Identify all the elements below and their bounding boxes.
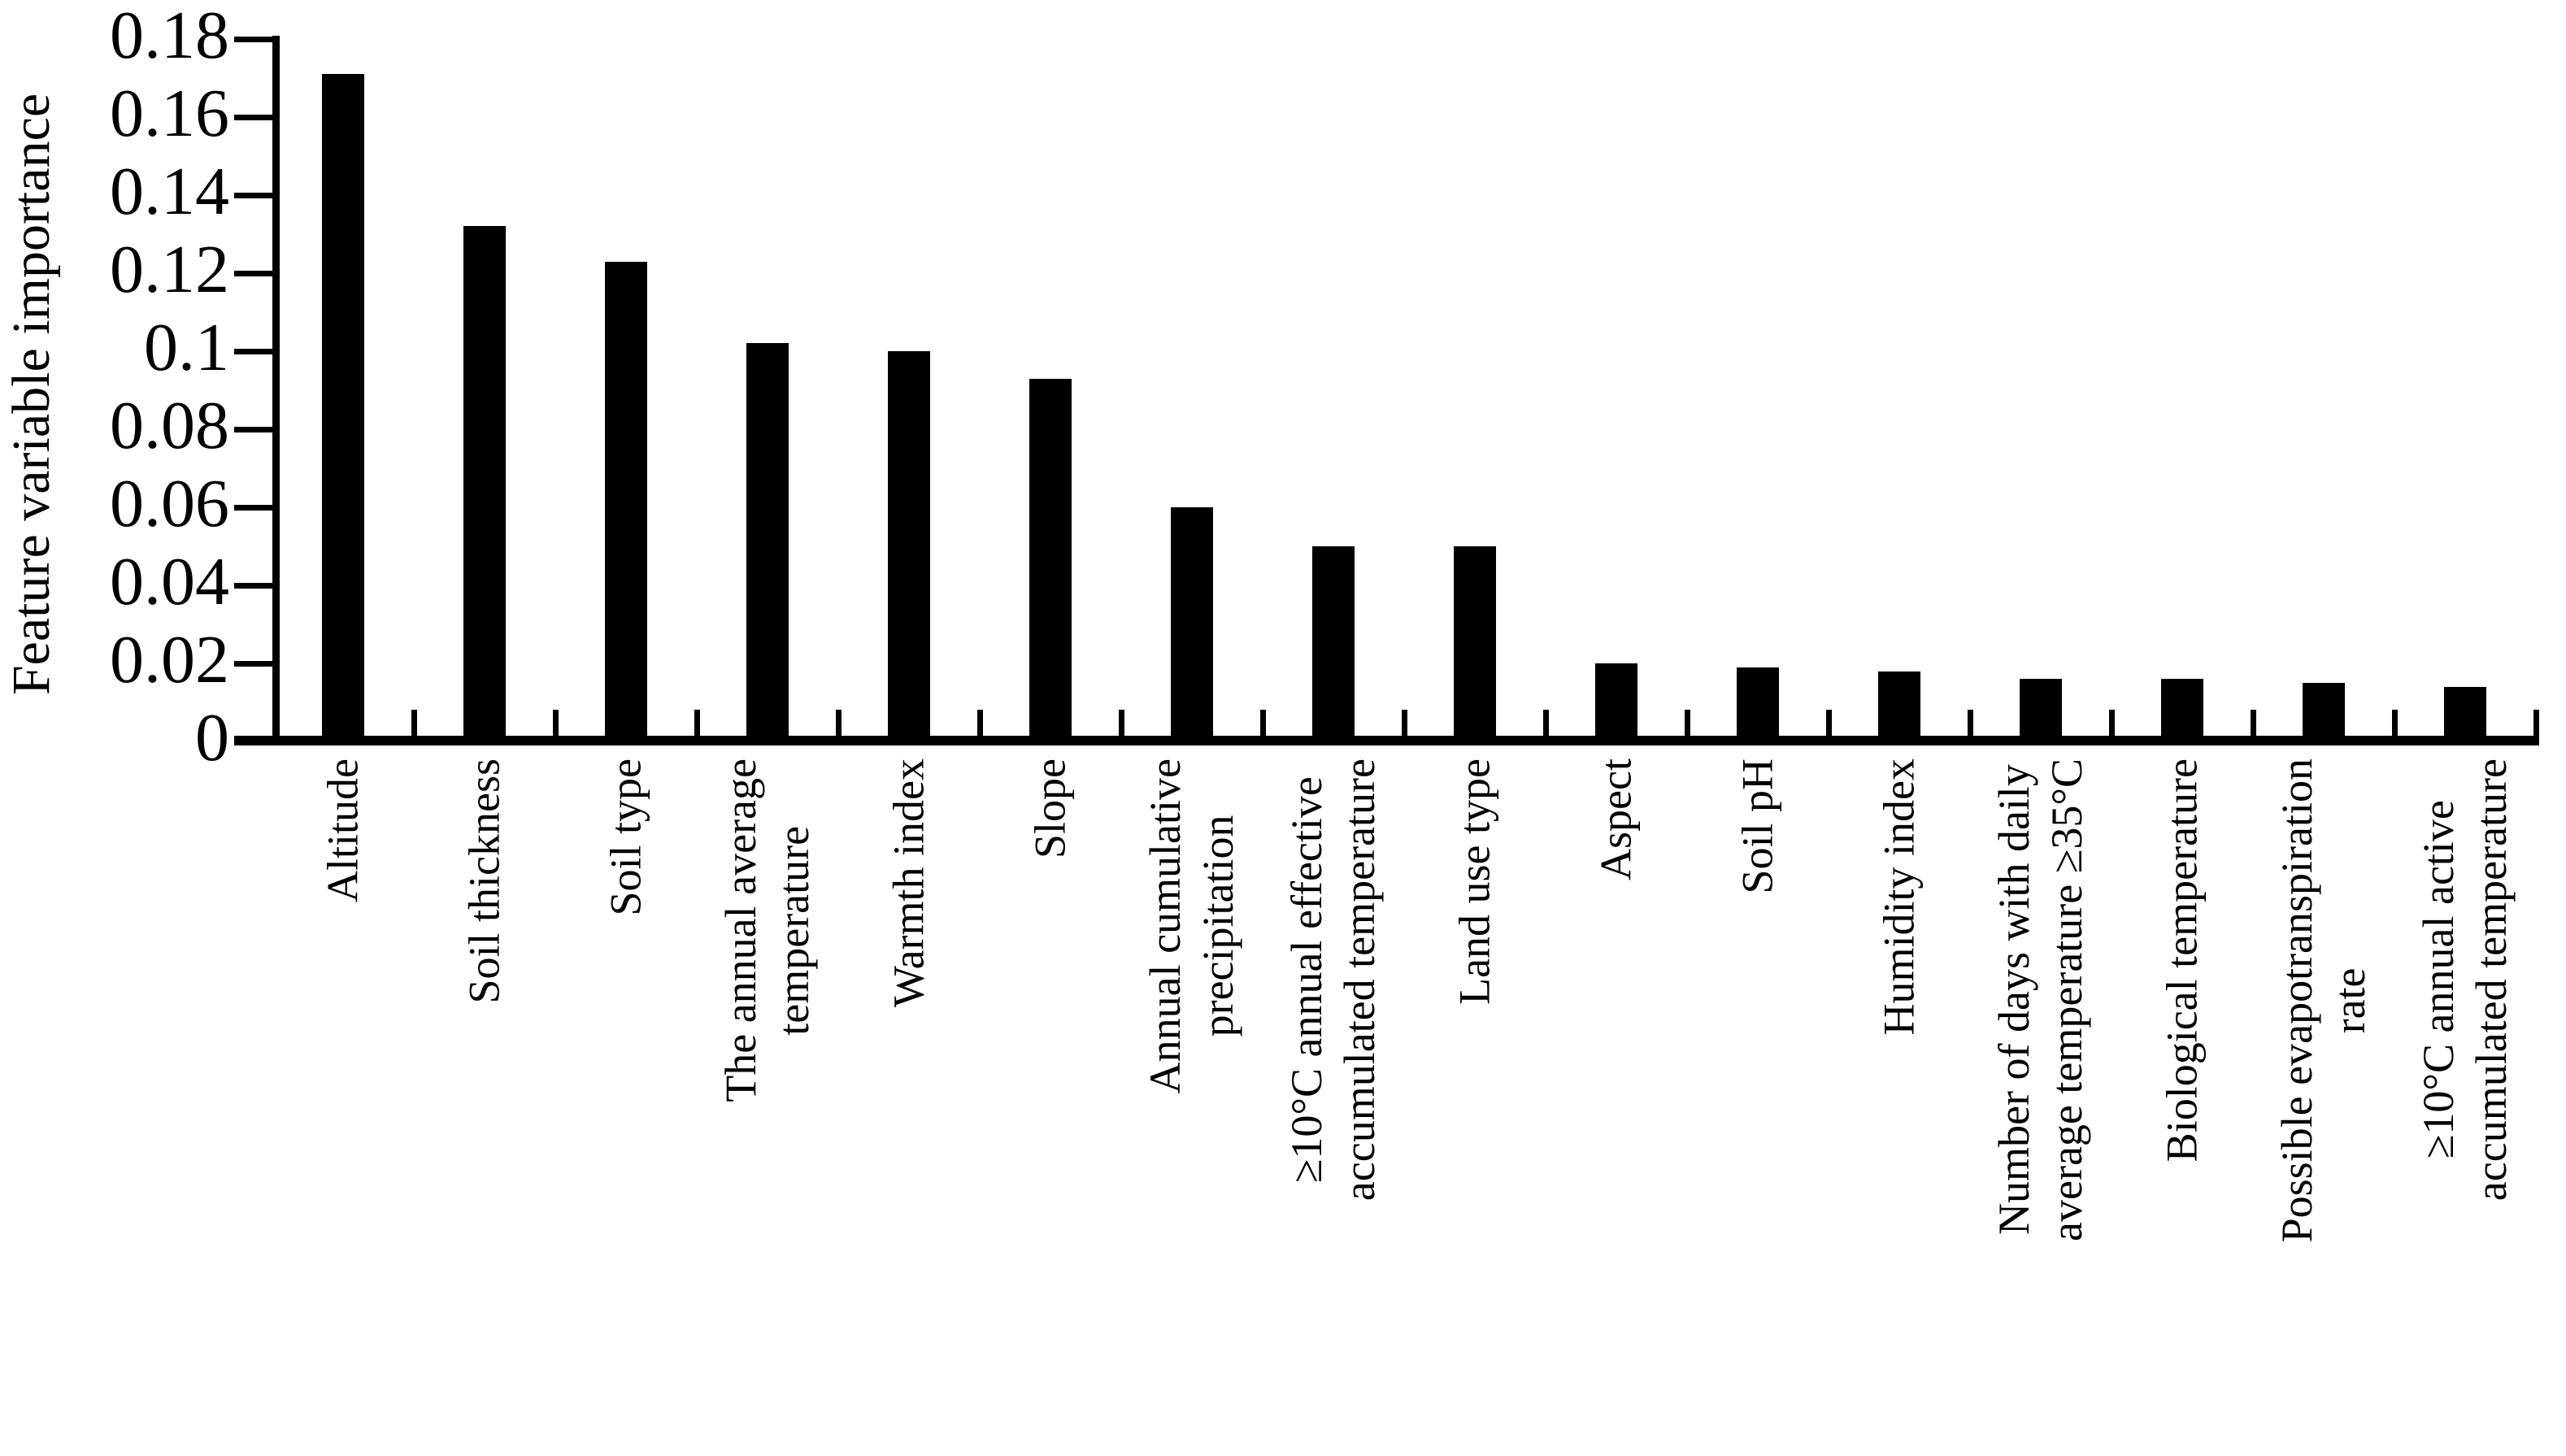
x-axis-tick — [836, 710, 842, 745]
x-category-label: Possible evapotranspiration rate — [2272, 758, 2374, 1243]
y-tick-label: 0.16 — [110, 76, 229, 151]
bar-16 — [2444, 686, 2486, 745]
y-tick-label: 0.1 — [144, 310, 229, 385]
x-axis-tick — [2109, 710, 2115, 745]
x-axis-tick — [411, 710, 417, 745]
x-axis-tick — [1685, 710, 1690, 745]
x-category-label: Humidity index — [1874, 758, 1924, 1036]
bar-9 — [1454, 546, 1496, 745]
x-category-label: ≥10°C annual active accumulated temperat… — [2414, 758, 2516, 1202]
bar-1 — [322, 74, 364, 745]
bar-11 — [1737, 667, 1779, 745]
bar-2 — [463, 226, 506, 745]
bar-4 — [746, 343, 789, 745]
x-axis-tick — [694, 710, 700, 745]
x-category-label: Aspect — [1591, 758, 1641, 880]
y-axis-tick — [234, 583, 272, 589]
x-category-label: Altitude — [318, 758, 368, 902]
y-axis-tick — [234, 193, 272, 198]
y-tick-label: 0 — [195, 700, 229, 776]
y-tick-label: 0.08 — [110, 388, 229, 463]
x-axis-tick — [977, 710, 983, 745]
x-category-label: Annual cumulative precipitation — [1141, 758, 1242, 1094]
y-axis-tick — [234, 349, 272, 354]
y-axis-tick — [234, 37, 272, 42]
x-axis-tick — [1402, 710, 1407, 745]
y-axis-tick — [234, 271, 272, 276]
x-axis-tick — [2392, 710, 2398, 745]
x-axis-tick — [1119, 710, 1124, 745]
x-axis-tick — [1826, 710, 1832, 745]
bar-8 — [1312, 546, 1355, 745]
x-axis-tick — [1260, 710, 1266, 745]
x-category-label: ≥10°C annual effective accumulated tempe… — [1282, 758, 1384, 1202]
y-tick-label: 0.06 — [110, 466, 229, 541]
x-category-label: Soil pH — [1733, 758, 1782, 894]
y-tick-label: 0.18 — [110, 0, 229, 73]
y-tick-label: 0.14 — [110, 154, 229, 229]
x-category-label: The annual average temperature — [716, 758, 818, 1102]
y-axis-tick — [234, 661, 272, 667]
y-tick-label: 0.02 — [110, 622, 229, 698]
x-category-label: Biological temperature — [2157, 758, 2207, 1163]
x-category-label: Warmth index — [884, 758, 933, 1008]
y-tick-label: 0.04 — [110, 544, 229, 619]
x-category-label: Soil thickness — [459, 758, 509, 1004]
x-category-label: Slope — [1025, 758, 1075, 859]
bar-10 — [1595, 663, 1637, 745]
bar-12 — [1878, 671, 1920, 745]
x-axis-tick — [553, 710, 559, 745]
y-axis-tick — [234, 505, 272, 511]
y-axis-tick — [234, 115, 272, 120]
x-axis-tick — [1543, 710, 1549, 745]
bar-5 — [888, 351, 930, 745]
x-category-label: Number of days with daily average temper… — [1990, 758, 2091, 1241]
x-category-label: Land use type — [1450, 758, 1499, 1005]
y-axis-line — [272, 36, 280, 745]
bar-13 — [2020, 679, 2062, 745]
x-axis-tick — [1968, 710, 1973, 745]
y-tick-label: 0.12 — [110, 232, 229, 307]
bar-6 — [1029, 378, 1072, 745]
x-axis-line — [234, 736, 2537, 745]
bar-3 — [605, 261, 647, 745]
y-axis-tick — [234, 427, 272, 432]
bar-14 — [2161, 679, 2203, 745]
x-axis-tick — [2251, 710, 2256, 745]
bar-15 — [2303, 683, 2345, 745]
x-category-label: Soil type — [601, 758, 650, 916]
bar-7 — [1171, 507, 1213, 745]
x-axis-tick — [2533, 710, 2539, 745]
